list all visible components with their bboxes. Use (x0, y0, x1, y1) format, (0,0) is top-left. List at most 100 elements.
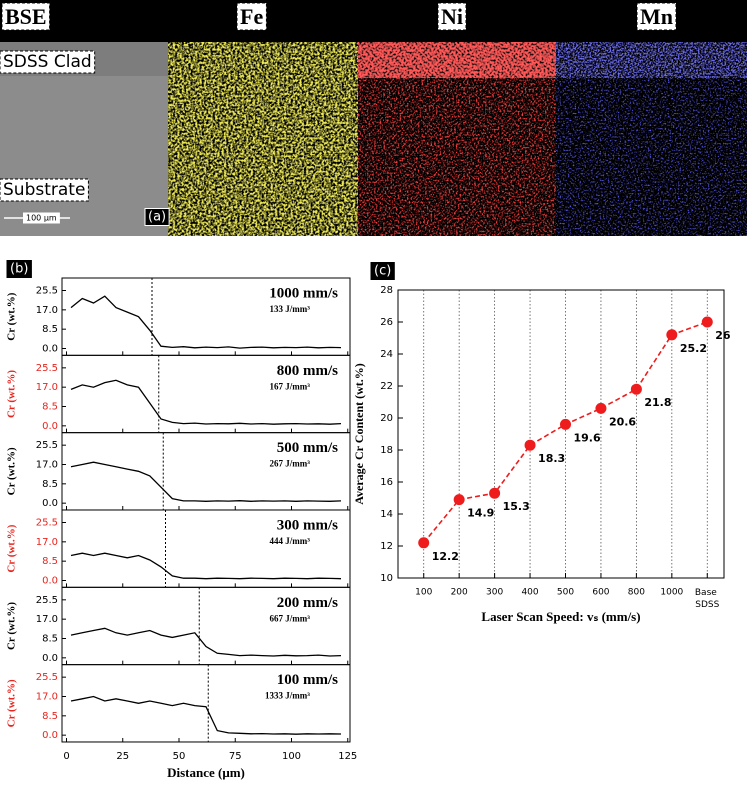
y-tick-label: 22 (380, 381, 393, 392)
scale-label: 100 μm (26, 214, 57, 223)
x-tick-label: 50 (173, 751, 186, 762)
y-tick-label: 0.0 (42, 653, 58, 664)
x-tick-label: 100 (415, 588, 432, 598)
y-tick-label: 14 (380, 509, 393, 520)
map-label-box (636, 2, 677, 31)
y-tick-label: 17.0 (36, 460, 58, 471)
y-tick-label: 0.0 (42, 730, 58, 741)
x-tick-label: 25 (116, 751, 129, 762)
eds-maps (0, 0, 747, 236)
map-label: Ni (441, 4, 463, 29)
y-tick-label: 17.0 (36, 382, 58, 393)
y-tick-label: 25.5 (36, 286, 58, 297)
data-label: 21.8 (644, 396, 671, 409)
y-axis-label: Cr (wt.%) (6, 370, 18, 418)
profile-subtitle: 1333 J/mm³ (265, 691, 310, 701)
region-label: Substrate (3, 180, 85, 200)
x-axis-label: Laser Scan Speed: vₛ (mm/s) (481, 609, 640, 624)
y-tick-label: 8.5 (42, 711, 58, 722)
y-axis-label: Cr (wt.%) (6, 679, 18, 727)
data-point (630, 383, 642, 395)
y-tick-label: 0.0 (42, 421, 58, 432)
y-tick-label: 24 (380, 349, 393, 360)
y-tick-label: 0.0 (42, 344, 58, 355)
profile-title: 300 mm/s (277, 517, 338, 533)
y-tick-label: 18 (380, 445, 393, 456)
data-label: 18.3 (538, 452, 565, 465)
data-label: 15.3 (503, 500, 530, 513)
y-tick-label: 20 (380, 413, 393, 424)
x-tick-label: 800 (628, 588, 645, 598)
data-label: 25.2 (680, 342, 707, 355)
profile-subtitle: 444 J/mm³ (270, 536, 311, 546)
y-tick-label: 17.0 (36, 614, 58, 625)
profile-line (70, 695, 342, 735)
map-label: Fe (240, 4, 263, 29)
x-tick-label: 75 (229, 751, 242, 762)
y-tick-label: 8.5 (42, 324, 58, 335)
data-label: 12.2 (432, 550, 459, 563)
profile-line (70, 627, 342, 657)
x-tick-label: 125 (338, 751, 357, 762)
profile-line (70, 552, 342, 580)
y-tick-label: 8.5 (42, 479, 58, 490)
profile-title: 1000 mm/s (269, 285, 338, 301)
profile-title: 500 mm/s (277, 440, 338, 456)
x-tick-label: 1000 (660, 588, 683, 598)
y-tick-label: 10 (380, 573, 393, 584)
y-tick-label: 17.0 (36, 691, 58, 702)
data-point (560, 418, 571, 430)
data-point (524, 439, 536, 451)
map-label-box (236, 2, 267, 31)
y-tick-label: 8.5 (42, 402, 58, 413)
profile-subtitle: 167 J/mm³ (270, 381, 311, 391)
panel-label: (b) (10, 262, 28, 277)
profile-title: 800 mm/s (277, 363, 338, 379)
data-point (418, 537, 430, 549)
profile-subtitle: 133 J/mm³ (270, 304, 311, 314)
data-label: 20.6 (609, 415, 636, 428)
x-tick-label: 600 (592, 588, 609, 598)
y-tick-label: 25.5 (36, 672, 58, 683)
y-tick-label: 12 (380, 541, 393, 552)
data-point (453, 494, 465, 506)
profile-title: 200 mm/s (277, 595, 338, 611)
x-tick-label: 200 (451, 588, 468, 598)
x-tick-label: 100 (282, 751, 301, 762)
map-label: BSE (5, 4, 47, 29)
y-axis-label: Average Cr Content (wt.%) (352, 363, 366, 505)
profile-line (70, 461, 342, 502)
y-tick-label: 25.5 (36, 363, 58, 374)
data-label: 14.9 (467, 507, 494, 520)
mn-map-clad (556, 42, 747, 78)
y-tick-label: 16 (380, 477, 393, 488)
y-axis-label: Cr (wt.%) (6, 524, 18, 572)
data-point (666, 329, 678, 341)
region-label-box (0, 178, 89, 202)
panel-label: (a) (148, 210, 166, 225)
profile-subtitle: 667 J/mm³ (270, 613, 311, 623)
profile-line (70, 295, 342, 349)
y-axis-label: Cr (wt.%) (6, 292, 18, 340)
y-tick-label: 8.5 (42, 633, 58, 644)
y-tick-label: 17.0 (36, 305, 58, 316)
x-tick-label: Base SDSS (695, 588, 720, 610)
mn-map-substrate (556, 78, 747, 236)
data-label: 26 (715, 329, 731, 342)
y-tick-label: 26 (380, 317, 393, 328)
ni-map-substrate (358, 78, 556, 236)
y-tick-label: 25.5 (36, 517, 58, 528)
map-label-box (437, 2, 467, 31)
plot-frame (397, 289, 725, 579)
data-point (701, 316, 713, 328)
y-tick-label: 0.0 (42, 575, 58, 586)
y-tick-label: 0.0 (42, 498, 58, 509)
map-label: Mn (640, 4, 673, 29)
data-label: 19.6 (574, 431, 601, 444)
plot-frame (61, 664, 351, 743)
x-tick-label: 300 (486, 588, 503, 598)
profile-title: 100 mm/s (277, 672, 338, 688)
y-tick-label: 17.0 (36, 537, 58, 548)
panel-label-box (370, 262, 395, 280)
